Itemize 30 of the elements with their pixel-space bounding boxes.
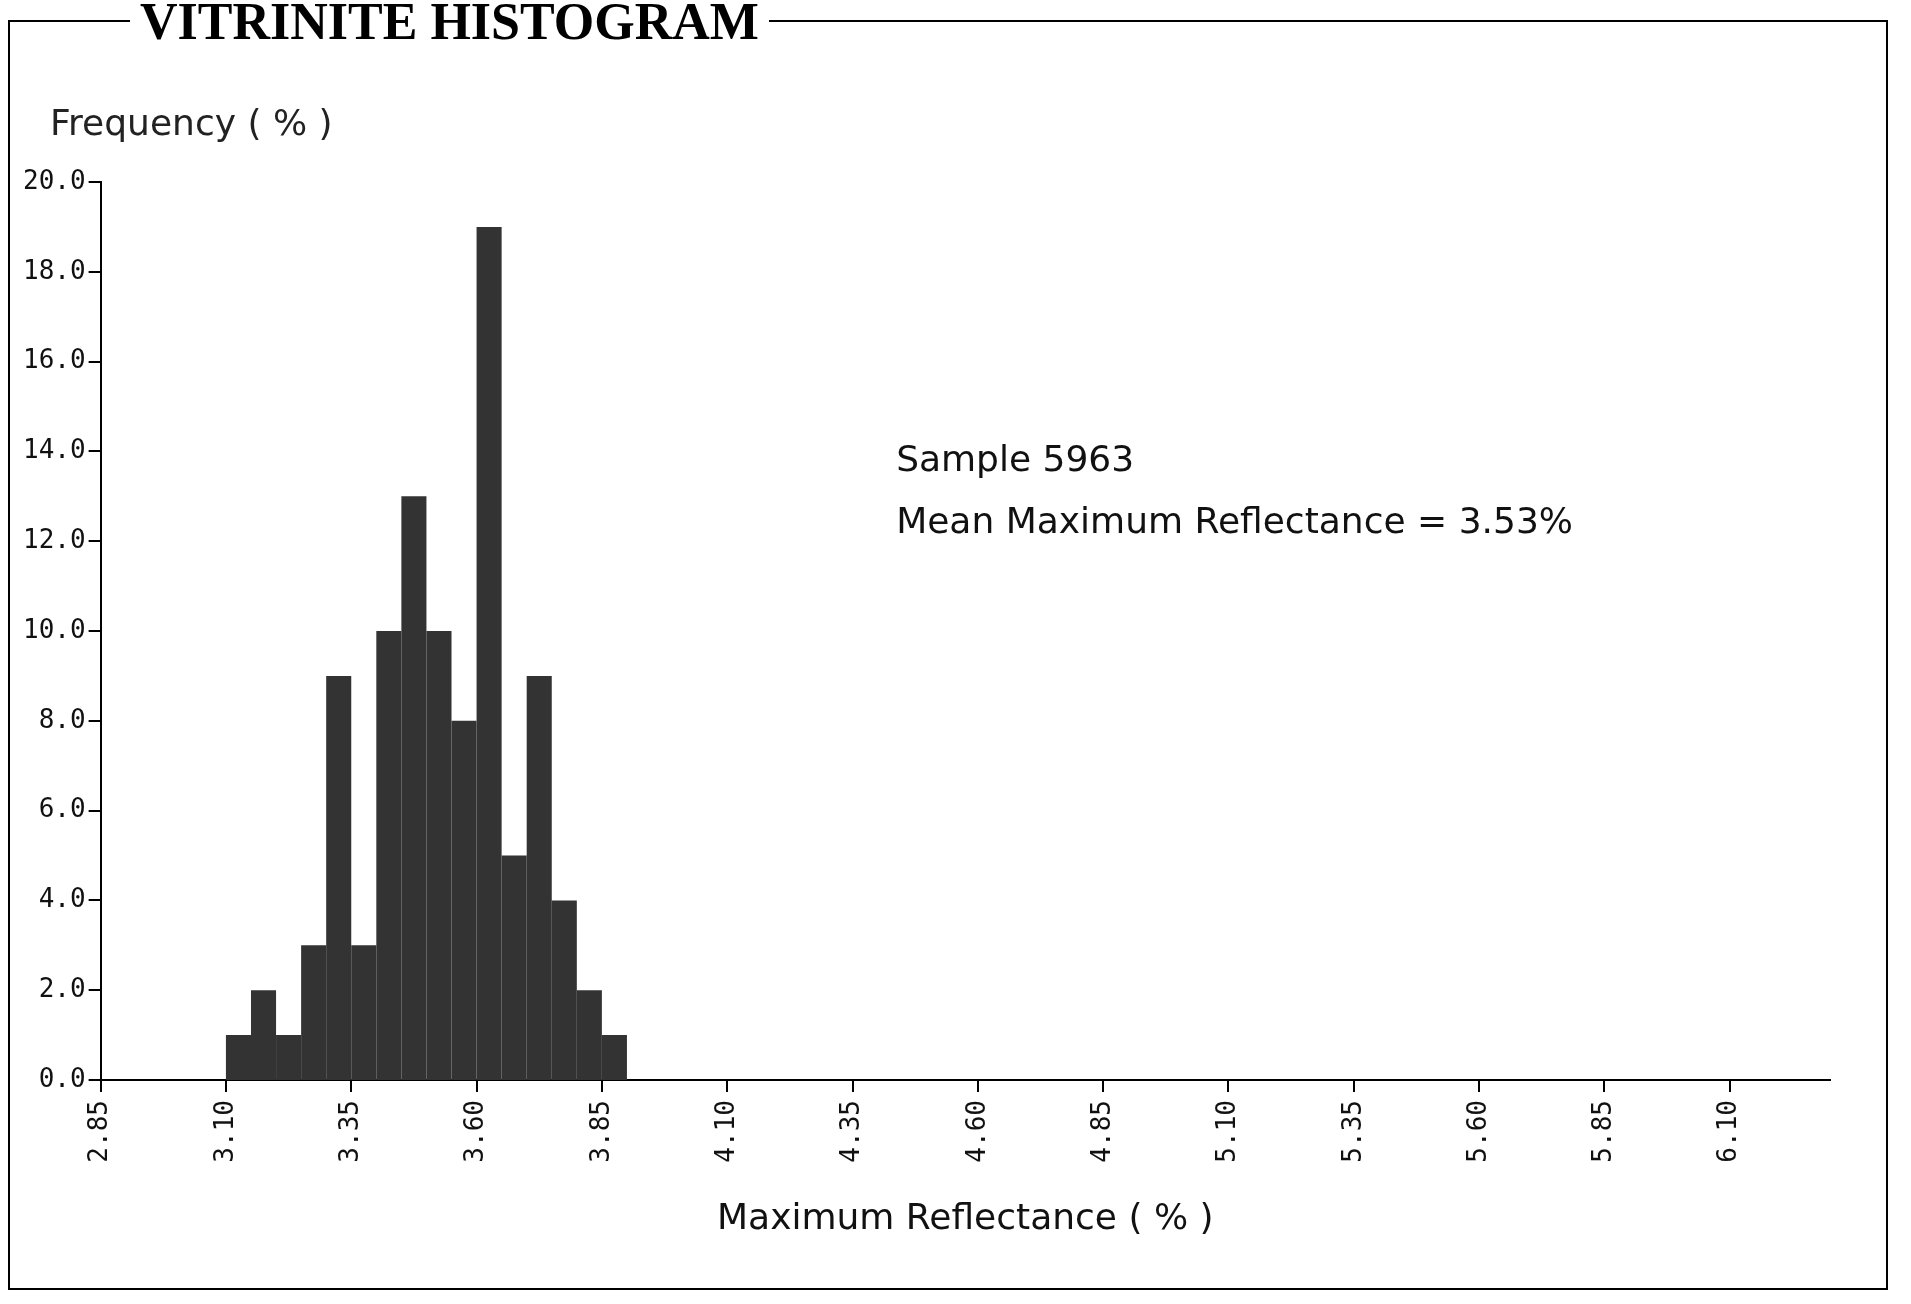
y-axis-title: Frequency ( % ): [50, 102, 333, 143]
x-tick-label: 3.85: [584, 1100, 615, 1163]
x-tick-label: 2.85: [83, 1100, 114, 1163]
x-tick-label: 5.60: [1461, 1100, 1492, 1163]
y-tick-label: 14.0: [22, 434, 86, 465]
y-tick-label: 10.0: [22, 613, 86, 644]
y-tick-label: 4.0: [38, 883, 86, 914]
y-tick-label: 6.0: [38, 793, 86, 824]
annotation: Mean Maximum Reflectance = 3.53%: [896, 500, 1574, 542]
x-tick-label: 6.10: [1712, 1100, 1743, 1163]
y-tick-label: 18.0: [22, 254, 86, 285]
annotation: Sample 5963: [896, 438, 1135, 480]
x-tick-label: 4.35: [835, 1100, 866, 1163]
y-tick-label: 12.0: [22, 523, 86, 554]
y-tick-label: 0.0: [38, 1062, 86, 1093]
x-axis-title: Maximum Reflectance ( % ): [717, 1196, 1214, 1238]
x-tick-label: 5.35: [1336, 1100, 1367, 1163]
chart-title: VITRINITE HISTOGRAM: [130, 0, 769, 50]
x-tick-label: 3.35: [334, 1100, 364, 1163]
x-tick-label: 3.10: [208, 1100, 239, 1163]
y-tick-label: 20.0: [22, 164, 86, 195]
y-tick-label: 2.0: [38, 972, 86, 1003]
x-tick-label: 5.10: [1211, 1100, 1242, 1163]
x-tick-label: 3.60: [459, 1100, 490, 1163]
x-tick-label: 5.85: [1587, 1100, 1618, 1163]
y-tick-label: 8.0: [38, 703, 86, 734]
x-tick-label: 4.85: [1085, 1100, 1116, 1163]
y-tick-label: 16.0: [22, 344, 86, 375]
x-tick-label: 4.10: [709, 1100, 740, 1163]
x-tick-label: 4.60: [960, 1100, 991, 1163]
